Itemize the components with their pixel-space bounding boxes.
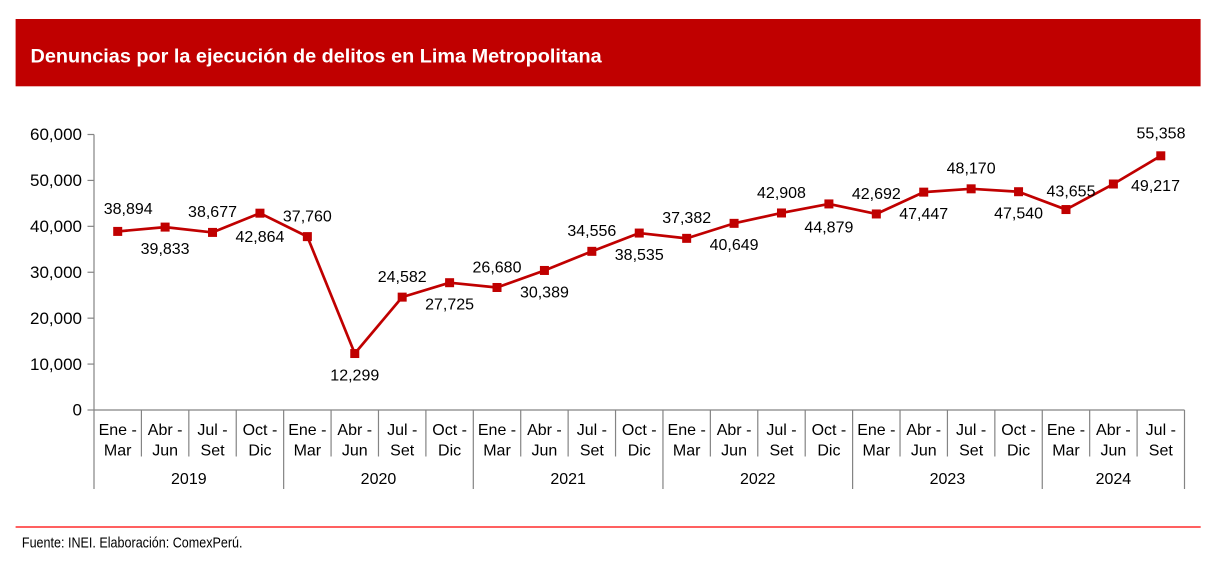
svg-text:Jun: Jun xyxy=(911,442,937,459)
svg-text:Mar: Mar xyxy=(863,442,891,459)
svg-text:Set: Set xyxy=(769,442,794,459)
svg-text:40,000: 40,000 xyxy=(30,217,82,236)
svg-text:37,760: 37,760 xyxy=(283,208,332,225)
svg-text:Jun: Jun xyxy=(152,442,178,459)
svg-text:2022: 2022 xyxy=(740,471,776,488)
svg-text:Denuncias por la ejecución de: Denuncias por la ejecución de delitos en… xyxy=(31,45,603,67)
svg-text:49,217: 49,217 xyxy=(1131,178,1180,195)
svg-text:Jul -: Jul - xyxy=(197,422,227,439)
svg-text:Dic: Dic xyxy=(248,442,271,459)
svg-text:Dic: Dic xyxy=(817,442,840,459)
svg-text:Fuente: INEI. Elaboración: Com: Fuente: INEI. Elaboración: ComexPerú. xyxy=(22,534,243,551)
svg-text:2019: 2019 xyxy=(171,471,207,488)
svg-text:Oct -: Oct - xyxy=(243,422,278,439)
svg-text:42,864: 42,864 xyxy=(235,229,284,246)
svg-text:Set: Set xyxy=(201,442,226,459)
svg-text:Set: Set xyxy=(959,442,984,459)
svg-text:Jul -: Jul - xyxy=(1146,422,1176,439)
svg-text:Ene -: Ene - xyxy=(1047,422,1085,439)
svg-text:Abr -: Abr - xyxy=(337,422,372,439)
svg-text:40,649: 40,649 xyxy=(710,237,759,254)
svg-text:Oct -: Oct - xyxy=(432,422,467,439)
svg-text:Ene -: Ene - xyxy=(99,422,137,439)
svg-text:38,894: 38,894 xyxy=(104,201,153,218)
svg-text:Oct -: Oct - xyxy=(1001,422,1036,439)
svg-text:2024: 2024 xyxy=(1096,471,1132,488)
svg-text:Jun: Jun xyxy=(721,442,747,459)
svg-text:Abr -: Abr - xyxy=(148,422,183,439)
svg-text:0: 0 xyxy=(73,401,82,420)
svg-text:Abr -: Abr - xyxy=(906,422,941,439)
svg-text:Jul -: Jul - xyxy=(956,422,986,439)
svg-text:43,655: 43,655 xyxy=(1047,184,1096,201)
svg-text:Ene -: Ene - xyxy=(857,422,895,439)
svg-text:Dic: Dic xyxy=(1007,442,1030,459)
svg-text:Jun: Jun xyxy=(342,442,368,459)
svg-text:Abr -: Abr - xyxy=(527,422,562,439)
svg-text:30,389: 30,389 xyxy=(520,284,569,301)
svg-text:Mar: Mar xyxy=(673,442,701,459)
svg-text:2021: 2021 xyxy=(550,471,586,488)
svg-text:Jul -: Jul - xyxy=(387,422,417,439)
svg-text:Jun: Jun xyxy=(1100,442,1126,459)
svg-text:39,833: 39,833 xyxy=(141,241,190,258)
svg-text:12,299: 12,299 xyxy=(330,367,379,384)
svg-text:Set: Set xyxy=(580,442,605,459)
svg-text:2020: 2020 xyxy=(361,471,397,488)
svg-text:38,535: 38,535 xyxy=(615,247,664,264)
svg-text:Mar: Mar xyxy=(104,442,132,459)
svg-text:30,000: 30,000 xyxy=(30,263,82,282)
svg-text:10,000: 10,000 xyxy=(30,355,82,374)
svg-text:42,692: 42,692 xyxy=(852,186,901,203)
svg-text:2023: 2023 xyxy=(930,471,966,488)
svg-text:Mar: Mar xyxy=(483,442,511,459)
svg-text:Jun: Jun xyxy=(532,442,558,459)
svg-text:Abr -: Abr - xyxy=(717,422,752,439)
svg-text:Set: Set xyxy=(390,442,415,459)
svg-text:Dic: Dic xyxy=(438,442,461,459)
svg-text:Oct -: Oct - xyxy=(622,422,657,439)
svg-text:47,447: 47,447 xyxy=(899,206,948,223)
svg-text:Set: Set xyxy=(1149,442,1174,459)
svg-text:Ene -: Ene - xyxy=(288,422,326,439)
svg-text:Ene -: Ene - xyxy=(478,422,516,439)
svg-text:37,382: 37,382 xyxy=(662,210,711,227)
svg-text:38,677: 38,677 xyxy=(188,204,237,221)
svg-text:Jul -: Jul - xyxy=(766,422,796,439)
svg-text:Mar: Mar xyxy=(294,442,322,459)
svg-text:60,000: 60,000 xyxy=(30,125,82,144)
svg-text:Ene -: Ene - xyxy=(668,422,706,439)
svg-text:42,908: 42,908 xyxy=(757,185,806,202)
svg-text:Dic: Dic xyxy=(628,442,651,459)
svg-text:26,680: 26,680 xyxy=(473,259,522,276)
svg-text:20,000: 20,000 xyxy=(30,309,82,328)
svg-text:44,879: 44,879 xyxy=(804,220,853,237)
svg-text:Abr -: Abr - xyxy=(1096,422,1131,439)
svg-text:Jul -: Jul - xyxy=(577,422,607,439)
svg-text:27,725: 27,725 xyxy=(425,297,474,314)
svg-text:Oct -: Oct - xyxy=(812,422,847,439)
svg-text:48,170: 48,170 xyxy=(947,161,996,178)
svg-text:55,358: 55,358 xyxy=(1137,126,1186,143)
svg-text:50,000: 50,000 xyxy=(30,171,82,190)
svg-text:Mar: Mar xyxy=(1052,442,1080,459)
svg-text:34,556: 34,556 xyxy=(567,223,616,240)
svg-text:47,540: 47,540 xyxy=(994,206,1043,223)
svg-text:24,582: 24,582 xyxy=(378,269,427,286)
